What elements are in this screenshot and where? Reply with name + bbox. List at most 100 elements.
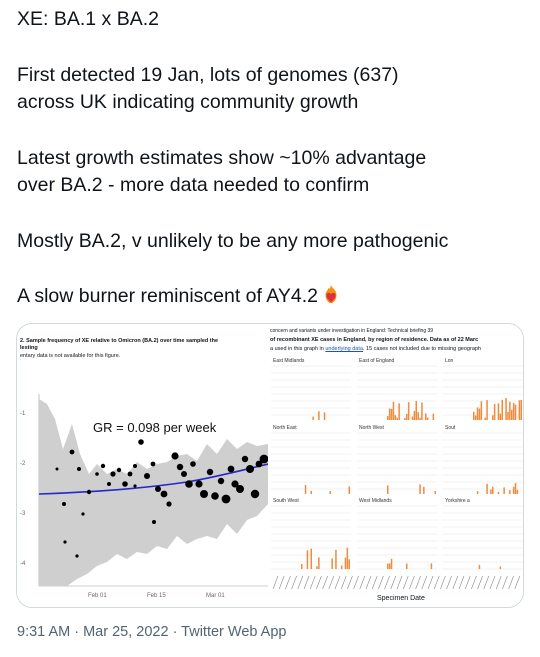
case-count-bar (501, 399, 503, 420)
tweet-line: Latest growth estimates show ~10% advant… (17, 146, 427, 169)
date-tick (285, 575, 291, 590)
region-facet: South West (271, 498, 351, 570)
date-tick (508, 575, 514, 590)
tweet-line-text: A slow burner reminiscent of AY4.2 (17, 285, 318, 307)
case-count-bar (387, 563, 389, 569)
case-count-bar (497, 403, 500, 420)
case-count-bar (503, 487, 505, 494)
date-tick (384, 575, 390, 590)
case-count-bar (413, 410, 416, 420)
x-axis-label: Specimen Date (377, 595, 425, 602)
region-label: Lon (445, 358, 454, 364)
case-count-bar (492, 415, 494, 420)
growth-rate-annotation: GR = 0.098 per week (93, 420, 217, 435)
date-tick (409, 575, 415, 590)
date-tick (378, 575, 384, 590)
date-tick (427, 575, 434, 590)
case-count-bar (310, 490, 312, 494)
date-tick (495, 575, 502, 590)
figure-note: a used in this graph in underlying data.… (270, 346, 481, 353)
date-tick (303, 575, 310, 590)
case-count-bar (312, 416, 314, 420)
case-count-bar (390, 408, 393, 420)
case-count-bar (387, 416, 389, 420)
case-count-bar (518, 400, 521, 420)
case-count-bar (476, 491, 479, 494)
case-count-bar (512, 486, 515, 494)
case-count-bar (421, 402, 423, 420)
fit-line (38, 463, 268, 495)
tweet-timestamp-link[interactable]: 9:31 AM · Mar 25, 2022 (17, 624, 169, 640)
case-count-bar (509, 490, 511, 494)
case-count-bar (486, 400, 488, 420)
date-tick (458, 575, 465, 590)
case-count-bar (497, 491, 500, 494)
region-facet: Yorkshire a (443, 498, 523, 570)
date-tick (359, 575, 366, 590)
case-count-bar (514, 483, 517, 494)
case-count-bar (478, 408, 481, 420)
date-tick (415, 575, 421, 590)
case-count-bar (348, 559, 350, 569)
x-tick-label: Mar 01 (206, 593, 225, 599)
region-facet: West Midlands (357, 498, 437, 570)
date-tick (477, 575, 483, 590)
tweet-line: over BA.2 - more data needed to confirm (17, 174, 370, 196)
case-count-bar (478, 564, 481, 569)
tweet-time: 9:31 AM (17, 624, 71, 640)
case-count-bar (430, 563, 433, 569)
case-count-bar (423, 486, 425, 494)
case-count-bar (335, 549, 337, 569)
case-count-bar (417, 412, 419, 420)
case-count-bar (396, 417, 398, 420)
case-count-bar (490, 489, 492, 494)
tweet-media[interactable]: 2. Sample frequency of XE relative to Om… (16, 323, 524, 608)
date-tick (471, 575, 477, 590)
region-label: East of England (359, 358, 395, 364)
case-count-bar (406, 563, 408, 569)
tweet-line-title: XE: BA.1 x BA.2 (17, 8, 159, 30)
date-tick (272, 575, 279, 590)
case-count-bar (392, 401, 395, 420)
y-tick-label: -4 (20, 561, 26, 567)
case-count-bar (425, 413, 427, 420)
y-tick-label: -3 (20, 511, 26, 517)
figure-caption: 2. Sample frequency of XE relative to Om… (20, 338, 219, 344)
case-count-bar (514, 404, 517, 420)
figure-caption: lesting (20, 345, 38, 351)
case-count-bar (318, 557, 320, 569)
region-facet: North West (357, 425, 437, 494)
case-count-bar (331, 558, 333, 569)
date-tick (489, 575, 496, 590)
figure-note-prefix: a used in this graph in (270, 346, 326, 352)
regional-bar-grid: East Midlands East of England Lon North Eas… (271, 358, 523, 590)
region-facet: Sout (443, 425, 523, 494)
region-label: South West (273, 498, 299, 504)
growth-rate-figure[interactable]: 2. Sample frequency of XE relative to Om… (17, 324, 268, 607)
regional-cases-figure[interactable]: concern and variants under investigation… (269, 324, 523, 607)
case-count-bar (432, 413, 435, 420)
region-facet: East Midlands (271, 358, 351, 420)
date-tick (365, 575, 372, 590)
date-tick (278, 575, 285, 590)
case-count-bar (394, 415, 397, 420)
case-count-bar (419, 417, 421, 420)
case-count-bar (406, 413, 408, 420)
case-count-bar (301, 563, 303, 569)
case-count-bar (505, 398, 507, 420)
case-count-bar (348, 486, 350, 494)
case-count-bar (484, 417, 486, 420)
region-facet: East of England (357, 358, 437, 420)
underlying-data-link[interactable]: underlying data (325, 346, 363, 352)
tweet-source-link[interactable]: Twitter Web App (181, 624, 287, 640)
date-tick (396, 575, 403, 590)
figure-note-suffix: . 15 cases not included due to missing g… (362, 346, 481, 352)
y-tick-label: -2 (20, 461, 26, 467)
annotation-box (89, 419, 229, 435)
region-label: Sout (445, 425, 456, 431)
region-facet: Lon (443, 358, 523, 420)
case-count-bar (398, 403, 400, 420)
figure-source: concern and variants under investigation… (270, 328, 434, 334)
tweet-date: Mar 25, 2022 (83, 624, 169, 640)
date-tick (328, 575, 335, 590)
